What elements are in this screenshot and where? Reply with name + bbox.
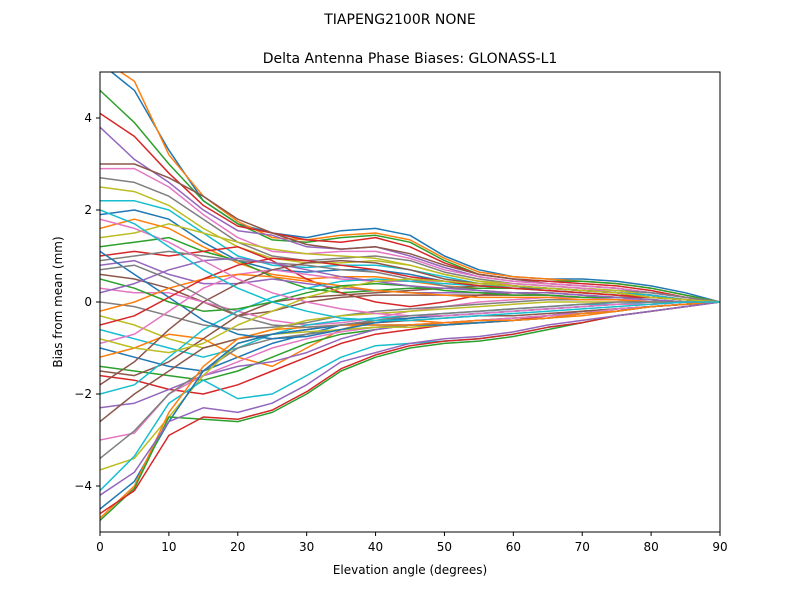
y-tick-label: 4	[84, 111, 92, 125]
series-line-s07	[100, 167, 720, 303]
x-tick-label: 0	[96, 540, 104, 554]
series-line-s03	[100, 89, 720, 303]
x-tick-label: 90	[712, 540, 727, 554]
x-tick-label: 60	[506, 540, 521, 554]
x-axis-label: Elevation angle (degrees)	[333, 563, 487, 577]
x-axis-ticks: 0 10 20 30 40 50 60 70 80 90	[96, 532, 728, 554]
series-line-s01	[110, 72, 720, 303]
y-tick-label: −4	[74, 479, 92, 493]
series-line-s48	[100, 264, 720, 329]
series-line-s21	[100, 301, 720, 372]
y-tick-label: 2	[84, 203, 92, 217]
series-line-s34	[100, 301, 720, 515]
x-tick-label: 10	[161, 540, 176, 554]
x-tick-label: 20	[230, 540, 245, 554]
plot-frame	[99, 71, 721, 533]
x-tick-label: 30	[299, 540, 314, 554]
x-tick-label: 70	[575, 540, 590, 554]
x-tick-label: 80	[643, 540, 658, 554]
series-line-s44	[100, 257, 720, 326]
chart-suptitle: TIAPENG2100R NONE	[323, 12, 475, 28]
y-tick-label: 0	[84, 295, 92, 309]
x-tick-label: 40	[368, 540, 383, 554]
series-line-s05	[100, 126, 720, 303]
y-axis-label: Bias from mean (mm)	[51, 236, 65, 367]
series-line-s35	[100, 301, 720, 496]
series-line-s50	[100, 209, 720, 322]
y-axis-ticks: −4 −2 0 2 4	[74, 111, 100, 493]
y-tick-label: −2	[74, 387, 92, 401]
series-line-s32	[100, 301, 720, 519]
chart-title: Delta Antenna Phase Biases: GLONASS-L1	[263, 51, 558, 67]
series-line-s31	[100, 301, 720, 510]
series-layer	[100, 72, 720, 522]
series-line-s04	[100, 112, 720, 303]
series-line-s49	[100, 278, 720, 354]
x-tick-label: 50	[437, 540, 452, 554]
